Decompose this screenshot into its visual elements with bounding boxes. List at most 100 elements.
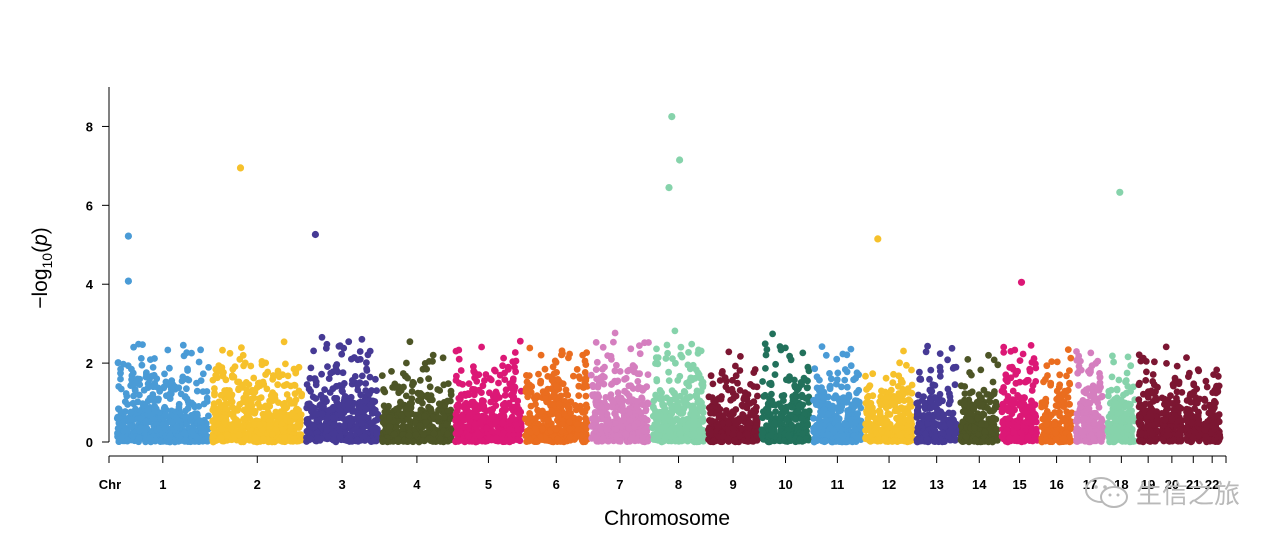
data-point (663, 341, 671, 349)
data-point (523, 378, 531, 386)
data-point (119, 360, 127, 368)
data-point (366, 390, 373, 398)
data-point (251, 409, 259, 417)
data-point (731, 417, 739, 425)
data-point (486, 375, 494, 382)
data-point (566, 425, 574, 433)
data-point (847, 362, 855, 370)
data-point (636, 350, 644, 358)
data-point (161, 370, 168, 378)
data-point (692, 392, 699, 400)
data-point (587, 371, 595, 379)
data-point (555, 412, 562, 420)
data-point (791, 382, 799, 390)
data-point (698, 380, 706, 388)
data-point (522, 432, 529, 440)
data-point (478, 343, 485, 351)
data-point (537, 351, 545, 359)
data-point (571, 402, 579, 409)
data-point (611, 367, 619, 375)
data-point (123, 392, 131, 400)
data-point (334, 368, 342, 376)
data-point (234, 421, 242, 428)
data-point (338, 387, 346, 394)
data-point (371, 417, 379, 425)
data-point (130, 343, 138, 351)
data-point (457, 367, 465, 374)
data-point (136, 427, 144, 434)
data-point (324, 433, 332, 441)
data-point (613, 361, 620, 369)
data-point (330, 421, 338, 429)
data-point (707, 372, 715, 380)
data-point (318, 333, 326, 341)
data-point (336, 426, 343, 434)
data-point (558, 421, 566, 428)
data-point (833, 355, 841, 363)
data-point (533, 437, 540, 445)
data-point (506, 435, 514, 443)
data-point (802, 376, 810, 384)
data-point (832, 415, 839, 423)
data-point (771, 371, 779, 378)
data-point (333, 382, 340, 390)
data-point (221, 418, 229, 426)
data-point (229, 403, 236, 411)
data-point (833, 404, 841, 412)
data-point (466, 409, 473, 417)
data-point (425, 375, 432, 383)
data-point (306, 400, 313, 408)
data-point (745, 419, 753, 426)
data-point (444, 430, 451, 438)
data-point (444, 380, 452, 387)
data-point (841, 376, 849, 384)
data-point (557, 392, 565, 400)
data-point (455, 355, 463, 363)
data-point (348, 355, 355, 363)
data-point (291, 381, 298, 389)
data-point (592, 339, 600, 346)
data-point (731, 438, 739, 446)
data-point (927, 366, 935, 374)
data-point (235, 431, 243, 439)
data-point (716, 406, 724, 413)
data-point (697, 405, 704, 413)
data-point (203, 437, 211, 445)
data-point (330, 430, 338, 437)
data-point (153, 375, 161, 383)
data-point (404, 410, 412, 418)
data-point (882, 374, 890, 382)
data-point (400, 383, 407, 391)
data-point (205, 364, 213, 371)
data-point (697, 387, 705, 395)
data-point (567, 409, 574, 417)
data-point (549, 363, 557, 371)
data-point (120, 427, 127, 435)
data-point (117, 408, 125, 416)
data-point (841, 366, 849, 373)
data-point (374, 410, 382, 418)
data-point (624, 367, 632, 375)
data-point (319, 395, 327, 403)
data-point (323, 426, 331, 434)
data-point (728, 385, 736, 393)
data-point (698, 399, 705, 407)
data-point (461, 438, 469, 446)
data-point (167, 390, 175, 398)
data-point (602, 394, 610, 401)
data-point (379, 436, 386, 444)
data-point (672, 395, 680, 403)
data-point (678, 435, 685, 443)
data-point (656, 387, 664, 394)
data-point (764, 403, 772, 411)
data-point (834, 422, 842, 430)
data-point (356, 415, 364, 423)
data-point (316, 401, 324, 409)
data-point (574, 426, 582, 433)
data-point (226, 349, 234, 357)
data-point (514, 426, 522, 433)
data-point (290, 365, 298, 373)
data-point (499, 362, 506, 370)
data-point (829, 438, 836, 446)
data-point (373, 430, 381, 437)
